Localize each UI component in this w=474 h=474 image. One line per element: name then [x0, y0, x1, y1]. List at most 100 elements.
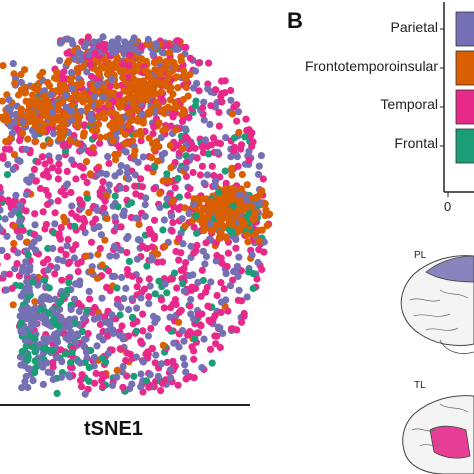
- scatter-point-parietal: [234, 272, 242, 280]
- scatter-point-frontotemporoinsular: [144, 108, 152, 117]
- scatter-point-parietal: [113, 300, 121, 308]
- scatter-point-parietal: [116, 331, 124, 339]
- scatter-point-parietal: [160, 216, 168, 224]
- scatter-point-temporal: [123, 265, 131, 274]
- scatter-point-frontotemporoinsular: [166, 69, 174, 77]
- scatter-point-parietal: [202, 252, 211, 261]
- scatter-point-frontal: [128, 313, 137, 321]
- scatter-point-parietal: [62, 91, 70, 99]
- scatter-point-parietal: [219, 329, 227, 337]
- scatter-point-temporal: [260, 248, 268, 256]
- scatter-point-temporal: [189, 168, 197, 177]
- scatter-point-parietal: [166, 374, 175, 382]
- scatter-point-temporal: [174, 381, 182, 389]
- scatter-point-frontal: [85, 363, 93, 372]
- scatter-point-frontal: [16, 282, 25, 290]
- scatter-point-temporal: [3, 253, 11, 261]
- scatter-point-frontotemporoinsular: [103, 214, 111, 222]
- scatter-point-parietal: [25, 365, 33, 373]
- scatter-point-parietal: [227, 96, 235, 104]
- scatter-point-parietal: [227, 153, 235, 161]
- scatter-point-frontotemporoinsular: [135, 79, 143, 87]
- scatter-point-parietal: [105, 181, 113, 189]
- scatter-point-temporal: [248, 142, 256, 151]
- scatter-point-parietal: [142, 194, 150, 202]
- scatter-point-parietal: [51, 295, 59, 303]
- scatter-point-parietal: [0, 206, 4, 214]
- scatter-point-temporal: [227, 86, 235, 95]
- scatter-point-temporal: [247, 132, 255, 140]
- scatter-point-parietal: [16, 217, 24, 225]
- scatter-point-frontotemporoinsular: [82, 252, 90, 260]
- scatter-point-temporal: [137, 175, 145, 183]
- scatter-point-frontal: [18, 348, 26, 356]
- scatter-point-parietal: [158, 360, 166, 368]
- scatter-point-parietal: [1, 215, 9, 223]
- scatter-point-parietal: [179, 354, 188, 362]
- scatter-point-frontotemporoinsular: [111, 59, 119, 67]
- scatter-point-parietal: [65, 373, 73, 381]
- scatter-point-frontal: [45, 284, 53, 292]
- scatter-point-temporal: [78, 371, 86, 379]
- scatter-point-parietal: [235, 253, 243, 261]
- scatter-point-temporal: [175, 234, 183, 242]
- scatter-point-frontal: [61, 350, 70, 358]
- scatter-point-frontotemporoinsular: [141, 67, 149, 75]
- scatter-point-frontotemporoinsular: [7, 134, 15, 142]
- scatter-point-frontotemporoinsular: [153, 98, 161, 106]
- scatter-point-temporal: [86, 295, 94, 303]
- scatter-point-temporal: [72, 175, 80, 183]
- scatter-point-frontal: [199, 276, 207, 285]
- scatter-point-parietal: [232, 266, 240, 274]
- scatter-point-frontal: [23, 356, 31, 364]
- scatter-point-temporal: [0, 195, 6, 203]
- scatter-point-frontotemporoinsular: [156, 68, 164, 76]
- scatter-point-frontal: [116, 311, 124, 319]
- scatter-point-temporal: [6, 145, 14, 153]
- scatter-point-temporal: [36, 184, 45, 193]
- scatter-point-frontotemporoinsular: [95, 70, 103, 78]
- scatter-point-parietal: [93, 342, 101, 350]
- scatter-point-parietal: [16, 200, 24, 209]
- scatter-point-parietal: [68, 334, 76, 342]
- scatter-point-parietal: [99, 336, 107, 344]
- scatter-point-parietal: [126, 385, 134, 393]
- scatter-point-parietal: [168, 212, 176, 220]
- scatter-point-frontotemporoinsular: [53, 75, 61, 83]
- scatter-point-temporal: [88, 72, 96, 81]
- scatter-point-frontotemporoinsular: [94, 250, 102, 258]
- scatter-point-frontal: [59, 292, 67, 300]
- scatter-point-frontotemporoinsular: [119, 65, 127, 73]
- scatter-point-parietal: [81, 390, 89, 398]
- scatter-point-temporal: [91, 379, 99, 387]
- scatter-point-temporal: [87, 149, 95, 157]
- scatter-point-parietal: [19, 263, 27, 271]
- scatter-point-parietal: [179, 240, 187, 248]
- scatter-point-frontotemporoinsular: [179, 145, 187, 153]
- scatter-point-parietal: [29, 377, 37, 385]
- scatter-point-parietal: [200, 116, 208, 124]
- scatter-point-parietal: [90, 224, 98, 232]
- scatter-point-temporal: [172, 300, 180, 308]
- scatter-point-temporal: [116, 345, 124, 353]
- scatter-point-temporal: [61, 191, 69, 199]
- scatter-point-frontotemporoinsular: [161, 242, 169, 250]
- scatter-point-temporal: [146, 230, 154, 238]
- scatter-point-parietal: [50, 130, 58, 138]
- scatter-point-parietal: [49, 244, 57, 253]
- scatter-point-temporal: [213, 251, 221, 260]
- scatter-point-parietal: [25, 287, 33, 295]
- scatter-point-temporal: [58, 276, 66, 284]
- scatter-point-temporal: [133, 283, 141, 291]
- scatter-point-parietal: [0, 270, 8, 278]
- scatter-point-parietal: [75, 307, 83, 315]
- scatter-point-frontotemporoinsular: [75, 91, 83, 100]
- scatter-point-frontotemporoinsular: [73, 65, 81, 73]
- scatter-point-frontotemporoinsular: [175, 318, 183, 326]
- scatter-point-temporal: [186, 185, 194, 193]
- scatter-point-temporal: [208, 162, 216, 170]
- scatter-point-parietal: [93, 206, 101, 214]
- scatter-point-frontotemporoinsular: [125, 109, 133, 117]
- scatter-point-temporal: [217, 279, 225, 287]
- scatter-point-frontotemporoinsular: [162, 82, 170, 90]
